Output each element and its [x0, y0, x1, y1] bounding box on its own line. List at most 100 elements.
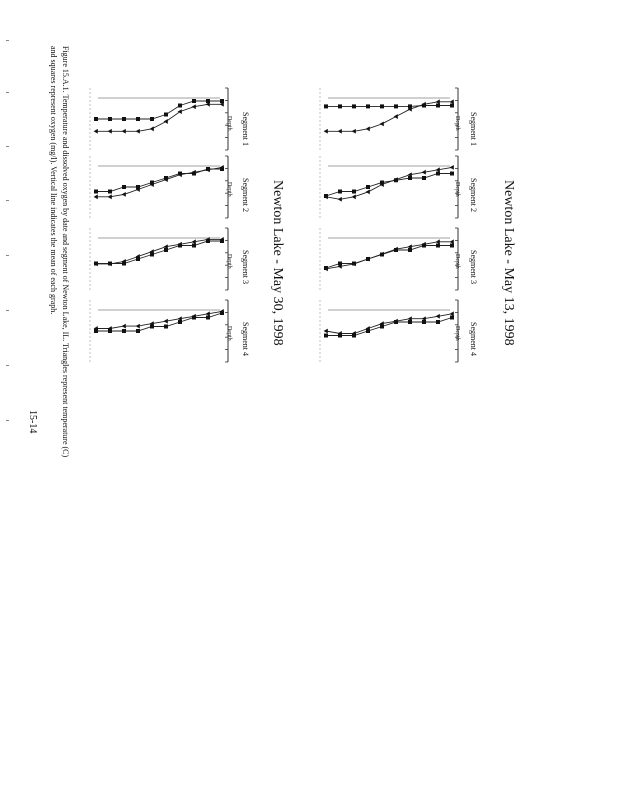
temperature-point	[351, 194, 356, 200]
oxygen-point	[352, 261, 356, 266]
oxygen-point	[220, 239, 224, 243]
oxygen-point	[108, 117, 112, 121]
panel-b-title: Newton Lake - May 30, 1998	[270, 180, 285, 346]
oxygen-point	[436, 320, 440, 324]
temperature-point	[449, 239, 454, 245]
temperature-point	[435, 167, 440, 173]
temperature-point	[121, 323, 126, 329]
oxygen-point	[164, 176, 168, 180]
temperature-point	[407, 244, 412, 250]
temperature-point	[121, 128, 126, 134]
oxygen-point	[94, 329, 98, 333]
profile-chart	[89, 299, 229, 363]
oxygen-point	[178, 320, 182, 324]
oxygen-point	[150, 252, 154, 257]
oxygen-point	[380, 252, 384, 257]
temperature-line	[96, 310, 223, 329]
oxygen-line	[96, 100, 222, 120]
oxygen-line	[326, 317, 453, 336]
temperature-point	[449, 164, 454, 170]
temperature-point	[407, 172, 412, 178]
segment-label: Segment 4	[469, 322, 478, 356]
temperature-point	[449, 311, 454, 317]
temperature-point	[351, 128, 356, 134]
oxygen-point	[192, 171, 196, 176]
oxygen-point	[206, 99, 210, 103]
oxygen-point	[394, 248, 398, 252]
oxygen-point	[178, 243, 182, 248]
oxygen-point	[352, 333, 356, 338]
oxygen-line	[325, 245, 452, 269]
oxygen-point	[108, 329, 112, 333]
oxygen-point	[380, 104, 384, 109]
segment-label: Segment 3	[469, 250, 478, 284]
oxygen-point	[338, 104, 342, 109]
oxygen-point	[220, 311, 224, 315]
temperature-point	[323, 128, 328, 134]
page-number: 15-14	[27, 410, 38, 434]
scan-artifact	[6, 200, 9, 201]
profile-chart	[319, 155, 459, 219]
oxygen-point	[380, 324, 384, 329]
oxygen-point	[150, 324, 154, 329]
oxygen-point	[324, 194, 328, 198]
scan-artifact	[6, 255, 9, 256]
oxygen-point	[394, 178, 398, 183]
oxygen-point	[338, 189, 342, 194]
temperature-point	[435, 313, 440, 319]
oxygen-point	[408, 248, 412, 252]
oxygen-point	[136, 257, 140, 261]
oxygen-point	[164, 324, 168, 329]
oxygen-point	[136, 329, 140, 333]
temperature-point	[407, 316, 412, 322]
profile-chart	[319, 227, 459, 291]
temperature-point	[205, 311, 210, 317]
oxygen-point	[366, 185, 370, 189]
oxygen-point	[408, 320, 412, 324]
oxygen-point	[122, 261, 126, 266]
oxygen-point	[394, 104, 398, 109]
temperature-point	[149, 126, 154, 132]
oxygen-point	[150, 180, 154, 185]
oxygen-point	[422, 103, 426, 108]
figure-caption-line-1: Figure 15.A.1. Temperature and dissolved…	[61, 46, 70, 458]
oxygen-point	[366, 329, 370, 333]
temperature-point	[337, 128, 342, 134]
temperature-line	[326, 101, 452, 132]
oxygen-point	[338, 333, 342, 338]
segment-label: Segment 1	[469, 112, 478, 146]
segment-label: Segment 2	[241, 178, 250, 212]
oxygen-point	[94, 189, 98, 194]
oxygen-line	[96, 312, 223, 332]
temperature-point	[93, 194, 98, 200]
oxygen-point	[122, 185, 126, 189]
oxygen-point	[394, 320, 398, 324]
temperature-point	[177, 109, 182, 115]
oxygen-point	[206, 239, 210, 243]
temperature-point	[121, 191, 126, 197]
temperature-line	[325, 313, 453, 334]
oxygen-line	[325, 173, 452, 197]
temperature-line	[96, 103, 222, 132]
oxygen-point	[192, 243, 196, 248]
temperature-point	[205, 101, 210, 107]
oxygen-point	[422, 243, 426, 248]
oxygen-point	[164, 248, 168, 252]
temperature-point	[107, 128, 112, 134]
scan-artifact	[6, 92, 9, 93]
oxygen-point	[178, 103, 182, 108]
oxygen-point	[206, 167, 210, 171]
temperature-point	[163, 318, 168, 324]
profile-chart	[89, 87, 229, 151]
oxygen-point	[324, 266, 328, 270]
oxygen-line	[96, 168, 222, 192]
segment-label: Segment 4	[241, 322, 250, 356]
temperature-point	[421, 169, 426, 175]
scan-artifact	[6, 420, 9, 421]
oxygen-point	[150, 117, 154, 121]
profile-chart	[89, 227, 229, 291]
oxygen-point	[108, 189, 112, 194]
temperature-point	[191, 104, 196, 110]
profile-chart	[89, 155, 229, 219]
oxygen-line	[96, 240, 222, 264]
